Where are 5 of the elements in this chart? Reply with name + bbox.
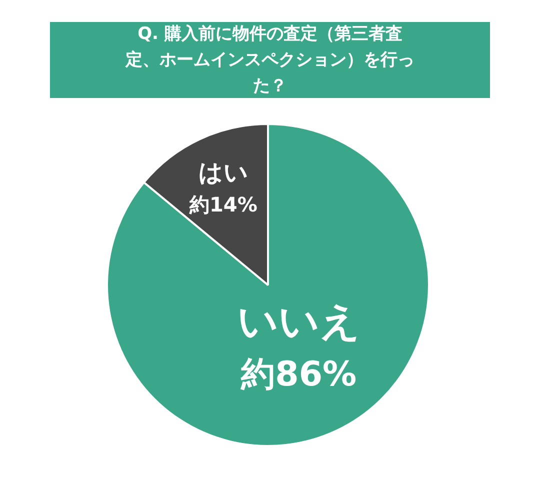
data-label: 約14% (188, 192, 258, 217)
data-label: 約86% (240, 354, 357, 394)
chart-title: Q. 購入前に物件の査定（第三者査定、ホームインスペクション）を行った？ (124, 23, 416, 98)
slice-label: はい (198, 158, 248, 187)
slice-label: いいえ (237, 298, 360, 345)
